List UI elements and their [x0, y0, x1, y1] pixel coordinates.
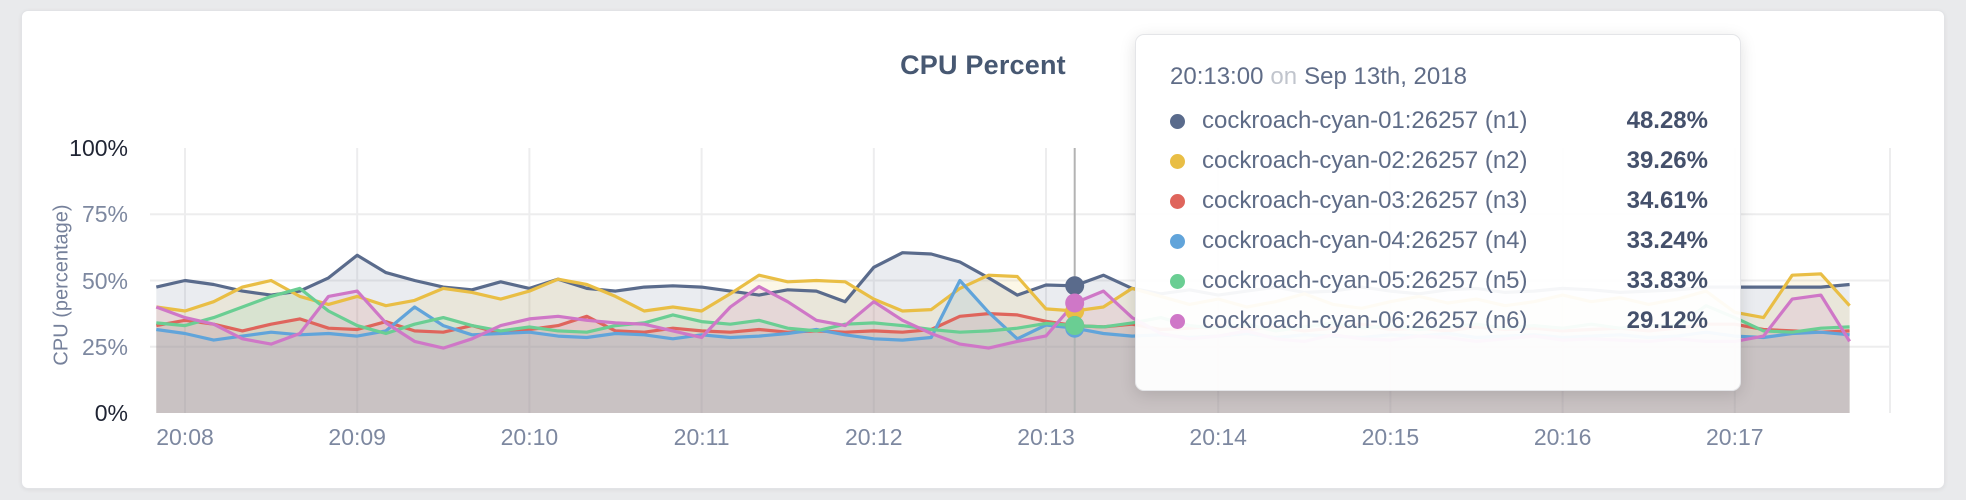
x-tick-label: 20:17 [1706, 424, 1764, 450]
series-color-dot-icon [1170, 313, 1185, 329]
x-tick-label: 20:11 [673, 424, 730, 450]
series-color-dot-icon [1170, 193, 1185, 209]
x-tick-label: 20:13 [1017, 424, 1075, 450]
series-name: cockroach-cyan-03:26257 (n3) [1202, 187, 1528, 214]
chart-title: CPU Percent [900, 50, 1066, 80]
x-tick-label: 20:14 [1189, 424, 1247, 450]
y-tick-label: 0% [94, 400, 128, 426]
tooltip-date: Sep 13th, 2018 [1304, 63, 1467, 90]
series-value: 48.28% [1626, 107, 1708, 134]
series-color-dot-icon [1170, 153, 1185, 169]
tooltip-on-word: on [1270, 63, 1298, 90]
tooltip-title: 20:13:00 on Sep 13th, 2018 [1170, 63, 1708, 91]
hover-dot [1065, 276, 1085, 296]
x-tick-label: 20:12 [845, 424, 903, 450]
chart-tooltip: 20:13:00 on Sep 13th, 2018 cockroach-cyan-… [1135, 34, 1741, 391]
tooltip-row: cockroach-cyan-02:26257 (n2) 39.26% [1166, 141, 1708, 181]
x-tick-label: 20:09 [328, 424, 386, 450]
x-tick-label: 20:10 [500, 424, 559, 450]
hover-dot [1065, 316, 1085, 336]
series-color-dot-icon [1170, 233, 1185, 249]
tooltip-row: cockroach-cyan-05:26257 (n5) 33.83% [1166, 261, 1708, 301]
series-name: cockroach-cyan-04:26257 (n4) [1202, 227, 1528, 254]
tooltip-time: 20:13:00 [1170, 63, 1264, 90]
y-tick-label: 75% [81, 201, 128, 228]
y-tick-label: 100% [69, 135, 128, 161]
series-color-dot-icon [1170, 273, 1185, 289]
x-tick-label: 20:08 [156, 424, 214, 450]
series-value: 33.24% [1626, 227, 1708, 254]
series-name: cockroach-cyan-05:26257 (n5) [1202, 267, 1528, 294]
x-tick-label: 20:16 [1533, 424, 1592, 450]
tooltip-legend: cockroach-cyan-01:26257 (n1) 48.28% cockro… [1166, 101, 1708, 341]
hover-dot [1065, 293, 1085, 313]
tooltip-row: cockroach-cyan-04:26257 (n4) 33.24% [1166, 221, 1708, 261]
y-tick-label: 25% [81, 333, 128, 360]
y-tick-label: 50% [81, 267, 128, 294]
tooltip-row: cockroach-cyan-01:26257 (n1) 48.28% [1166, 101, 1708, 141]
series-value: 34.61% [1626, 187, 1708, 214]
series-color-dot-icon [1170, 113, 1185, 129]
series-name: cockroach-cyan-06:26257 (n6) [1202, 307, 1528, 334]
series-value: 33.83% [1626, 267, 1708, 294]
series-name: cockroach-cyan-02:26257 (n2) [1202, 147, 1528, 174]
series-name: cockroach-cyan-01:26257 (n1) [1202, 107, 1528, 134]
tooltip-row: cockroach-cyan-03:26257 (n3) 34.61% [1166, 181, 1708, 221]
series-value: 39.26% [1626, 147, 1708, 174]
x-tick-label: 20:15 [1361, 424, 1420, 450]
tooltip-row: cockroach-cyan-06:26257 (n6) 29.12% [1166, 301, 1708, 341]
series-value: 29.12% [1626, 307, 1708, 334]
